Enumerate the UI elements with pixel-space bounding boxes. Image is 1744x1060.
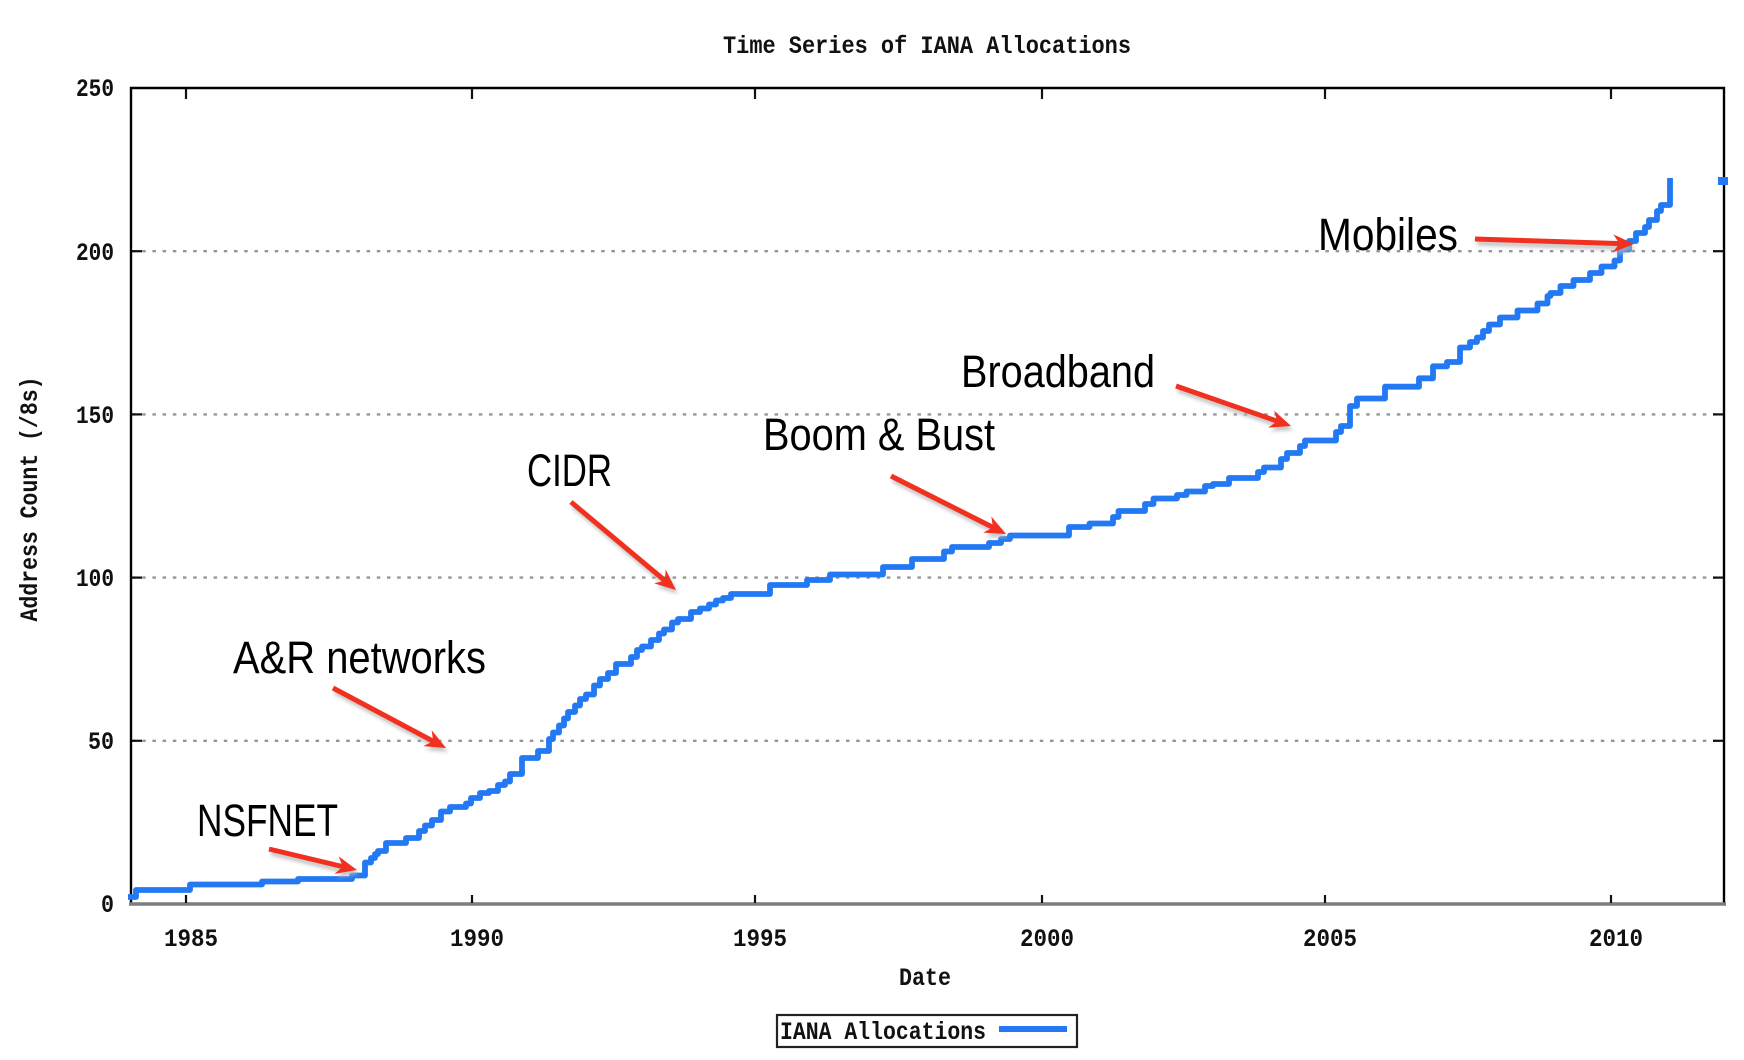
svg-text:100: 100	[76, 565, 114, 594]
svg-text:Address Count (/8s): Address Count (/8s)	[16, 377, 45, 622]
svg-text:Boom & Bust: Boom & Bust	[763, 409, 995, 460]
svg-text:250: 250	[76, 75, 114, 104]
svg-text:50: 50	[88, 728, 114, 757]
svg-text:0: 0	[101, 891, 114, 920]
svg-text:1995: 1995	[733, 925, 787, 954]
svg-text:Time Series of IANA Allocation: Time Series of IANA Allocations	[723, 32, 1131, 61]
svg-text:A&R networks: A&R networks	[233, 632, 486, 683]
svg-text:2000: 2000	[1020, 925, 1074, 954]
svg-text:IANA Allocations: IANA Allocations	[780, 1018, 986, 1047]
svg-text:1990: 1990	[450, 925, 504, 954]
svg-text:NSFNET: NSFNET	[197, 795, 338, 846]
svg-text:Mobiles: Mobiles	[1318, 209, 1458, 260]
svg-text:2010: 2010	[1589, 925, 1643, 954]
svg-text:1985: 1985	[164, 925, 218, 954]
svg-text:Broadband: Broadband	[961, 346, 1155, 397]
svg-text:CIDR: CIDR	[527, 445, 612, 496]
svg-text:200: 200	[76, 239, 114, 268]
svg-text:Date: Date	[899, 964, 951, 993]
svg-text:150: 150	[76, 402, 114, 431]
svg-text:2005: 2005	[1303, 925, 1357, 954]
